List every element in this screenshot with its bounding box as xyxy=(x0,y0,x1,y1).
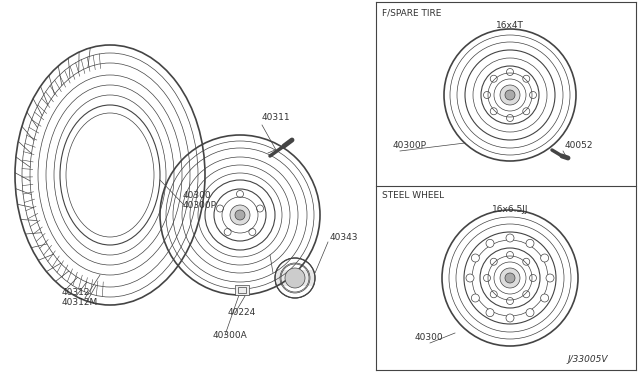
Circle shape xyxy=(486,239,494,247)
Circle shape xyxy=(506,314,514,322)
Text: STEEL WHEEL: STEEL WHEEL xyxy=(382,191,444,200)
Circle shape xyxy=(505,273,515,283)
Circle shape xyxy=(546,274,554,282)
Circle shape xyxy=(235,210,245,220)
Circle shape xyxy=(500,268,520,288)
Bar xyxy=(238,287,246,293)
Circle shape xyxy=(526,309,534,317)
Circle shape xyxy=(285,268,305,288)
Text: 40224: 40224 xyxy=(228,308,256,317)
Circle shape xyxy=(486,309,494,317)
Circle shape xyxy=(526,239,534,247)
Circle shape xyxy=(505,90,515,100)
Circle shape xyxy=(500,85,520,105)
Circle shape xyxy=(230,205,250,225)
Text: 40300P: 40300P xyxy=(183,201,217,210)
Text: 16x6.5JJ: 16x6.5JJ xyxy=(492,205,528,214)
Text: 40052: 40052 xyxy=(565,141,593,150)
Text: 16x4T: 16x4T xyxy=(496,21,524,30)
Circle shape xyxy=(466,274,474,282)
Circle shape xyxy=(541,294,548,302)
Circle shape xyxy=(506,234,514,242)
Text: 40312: 40312 xyxy=(62,288,90,297)
Text: 40300P: 40300P xyxy=(393,141,427,150)
Text: J/33005V: J/33005V xyxy=(567,355,607,364)
Bar xyxy=(275,270,315,286)
Bar xyxy=(235,285,249,295)
Text: 40311: 40311 xyxy=(262,113,291,122)
Circle shape xyxy=(541,254,548,262)
Text: 40300: 40300 xyxy=(183,191,212,200)
Text: 40300A: 40300A xyxy=(213,331,248,340)
Circle shape xyxy=(471,254,479,262)
Text: 40343: 40343 xyxy=(330,233,358,242)
Text: 40312M: 40312M xyxy=(62,298,99,307)
Text: 40300: 40300 xyxy=(415,333,444,342)
Text: F/SPARE TIRE: F/SPARE TIRE xyxy=(382,9,442,18)
Circle shape xyxy=(471,294,479,302)
